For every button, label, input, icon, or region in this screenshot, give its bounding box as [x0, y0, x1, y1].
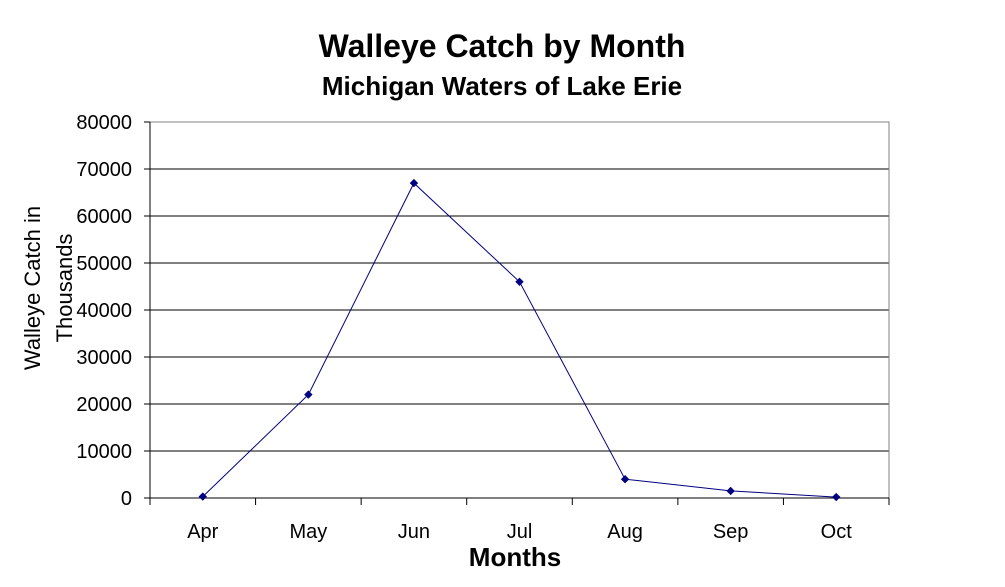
y-axis-title-line-1: Walleye Catch in [20, 206, 45, 370]
y-tick-label: 70000 [76, 159, 132, 181]
y-tick-label: 50000 [76, 253, 132, 275]
series-layer [198, 178, 841, 502]
y-axis-title-line-2: Thousands [52, 234, 77, 343]
y-axis-title: Walleye Catch in Thousands [20, 206, 77, 370]
x-tick-label-jul: Jul [507, 521, 533, 543]
x-tick-label-aug: Aug [607, 521, 643, 543]
x-tick-label-may: May [289, 521, 327, 543]
chart-subtitle: Michigan Waters of Lake Erie [322, 71, 682, 101]
x-axis-title: Months [469, 542, 561, 572]
y-tick-label: 40000 [76, 300, 132, 322]
y-axis-ticks: 0 10000 20000 30000 40000 50000 60000 70000 8000… [76, 112, 150, 510]
y-tick-label: 30000 [76, 347, 132, 369]
y-tick-label: 10000 [76, 441, 132, 463]
data-point-apr [198, 492, 207, 501]
data-point-aug [620, 474, 630, 484]
data-point-sep [726, 486, 735, 496]
y-tick-label: 20000 [76, 394, 132, 416]
data-point-jul [515, 277, 524, 287]
gridlines [150, 168, 889, 452]
data-point-oct [832, 492, 841, 502]
y-tick-label: 80000 [76, 112, 132, 134]
x-tick-label-sep: Sep [713, 521, 749, 543]
data-point-jun [409, 178, 419, 188]
x-axis-ticks: Apr May Jun Jul Aug Sep Oct [149, 498, 890, 543]
y-tick-label: 60000 [76, 206, 132, 228]
data-point-may [304, 390, 313, 399]
x-tick-label-oct: Oct [821, 521, 853, 543]
x-tick-label-jun: Jun [398, 521, 430, 543]
y-tick-label: 0 [121, 488, 132, 510]
series-line [202, 182, 837, 498]
chart-title: Walleye Catch by Month [319, 28, 686, 64]
x-tick-label-apr: Apr [187, 521, 218, 543]
